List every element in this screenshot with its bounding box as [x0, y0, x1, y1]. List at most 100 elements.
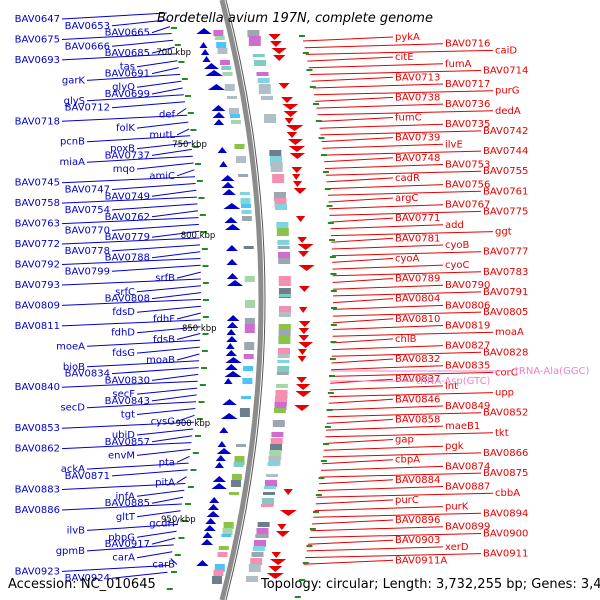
gene-label-bav0783[interactable]: BAV0783 [483, 267, 528, 278]
gene-label-tas[interactable]: tas [120, 62, 135, 73]
gene-label-bav0911a[interactable]: BAV0911A [395, 555, 447, 566]
gene-label-tkt[interactable]: tkt [495, 428, 509, 439]
gene-label-mutl[interactable]: mutL [149, 130, 175, 141]
gene-label-bav0883[interactable]: BAV0883 [15, 485, 60, 496]
gene-label-bav0849[interactable]: BAV0849 [445, 401, 490, 412]
gene-label-bav0834[interactable]: BAV0834 [65, 369, 110, 380]
gene-label-fdhd[interactable]: fdhD [111, 328, 135, 339]
gene-label-gcdh[interactable]: gcdH [149, 519, 175, 530]
gene-label-acka[interactable]: ackA [61, 464, 85, 475]
gene-label-glyq[interactable]: glyQ [112, 82, 135, 93]
gene-label-biob[interactable]: bioB [63, 362, 85, 373]
gene-label-pyka[interactable]: pykA [395, 32, 420, 43]
gene-label-chlb[interactable]: chlB [395, 334, 417, 345]
gene-label-maeb1[interactable]: maeB1 [445, 421, 480, 432]
gene-label-bav0653[interactable]: BAV0653 [65, 21, 110, 32]
gene-label-bav0691[interactable]: BAV0691 [105, 69, 150, 80]
gene-label-bav0788[interactable]: BAV0788 [105, 253, 150, 264]
gene-label-cbba[interactable]: cbbA [495, 488, 520, 499]
gene-label-bav0830[interactable]: BAV0830 [105, 375, 150, 386]
gene-label-ggt[interactable]: ggt [495, 227, 512, 238]
gene-label-bav0866[interactable]: BAV0866 [483, 448, 528, 459]
gene-label-bav0737[interactable]: BAV0737 [105, 150, 150, 161]
gene-label-bav0837[interactable]: BAV0837 [395, 374, 440, 385]
gene-label-bav0924[interactable]: BAV0924 [65, 573, 110, 584]
gene-label-bav0713[interactable]: BAV0713 [395, 72, 440, 83]
gene-label-bav0903[interactable]: BAV0903 [395, 535, 440, 546]
gene-label-pbpg[interactable]: pbpG [108, 532, 135, 543]
gene-label-corc[interactable]: corC [495, 367, 518, 378]
gene-label-bav0886[interactable]: BAV0886 [15, 505, 60, 516]
gene-label-bav0778[interactable]: BAV0778 [65, 246, 110, 257]
gene-label-bav0749[interactable]: BAV0749 [105, 191, 150, 202]
gene-label-bav0738[interactable]: BAV0738 [395, 92, 440, 103]
gene-label-cyob[interactable]: cyoB [445, 240, 470, 251]
gene-label-bav0718[interactable]: BAV0718 [15, 116, 60, 127]
gene-label-bav0835[interactable]: BAV0835 [445, 361, 490, 372]
gene-label-bav0762[interactable]: BAV0762 [105, 212, 150, 223]
gene-label-tgt[interactable]: tgt [121, 410, 135, 421]
gene-label-bav0647[interactable]: BAV0647 [15, 14, 60, 25]
gene-label-deda[interactable]: dedA [495, 106, 521, 117]
gene-label-bav0858[interactable]: BAV0858 [395, 414, 440, 425]
gene-label-def[interactable]: def [159, 110, 176, 121]
gene-label-envm[interactable]: envM [108, 450, 135, 461]
gene-label-add[interactable]: add [445, 220, 464, 231]
gene-label-bav0735[interactable]: BAV0735 [445, 119, 490, 130]
gene-label-bav0804[interactable]: BAV0804 [395, 294, 440, 305]
gene-label-srfb[interactable]: srfB [155, 273, 175, 284]
gene-label-gpmb[interactable]: gpmB [56, 546, 85, 557]
gene-label-ilve[interactable]: ilvE [445, 139, 463, 150]
gene-label-bav0775[interactable]: BAV0775 [483, 206, 528, 217]
gene-label-bav0779[interactable]: BAV0779 [105, 232, 150, 243]
gene-label-bav0811[interactable]: BAV0811 [15, 321, 60, 332]
gene-label-argc[interactable]: argC [395, 193, 418, 204]
gene-label-bav0767[interactable]: BAV0767 [445, 200, 490, 211]
gene-label-bav0857[interactable]: BAV0857 [105, 437, 150, 448]
gene-label-bav0792[interactable]: BAV0792 [15, 260, 60, 271]
gene-label-bav0665[interactable]: BAV0665 [105, 28, 150, 39]
gene-label-ilvb[interactable]: ilvB [67, 525, 85, 536]
gene-label-bav0896[interactable]: BAV0896 [395, 515, 440, 526]
gene-label-bav0828[interactable]: BAV0828 [483, 347, 528, 358]
gene-label-bav0685[interactable]: BAV0685 [105, 48, 150, 59]
gene-label-pgk[interactable]: pgk [445, 441, 464, 452]
gene-label-bav0911[interactable]: BAV0911 [483, 549, 528, 560]
gene-label-bav0756[interactable]: BAV0756 [445, 180, 490, 191]
gene-label-fumc[interactable]: fumC [395, 113, 422, 124]
gene-label-bav0917[interactable]: BAV0917 [105, 539, 150, 550]
gene-label-cara[interactable]: carA [112, 553, 135, 564]
gene-label-cyoa[interactable]: cyoA [395, 253, 420, 264]
gene-label-gap[interactable]: gap [395, 435, 414, 446]
gene-label-bav0887[interactable]: BAV0887 [445, 482, 490, 493]
gene-label-infa[interactable]: infA [116, 491, 136, 502]
gene-label-bav0862[interactable]: BAV0862 [15, 444, 60, 455]
gene-label-mqo[interactable]: mqo [113, 164, 135, 175]
gene-label-bav0712[interactable]: BAV0712 [65, 103, 110, 114]
gene-label-bav0747[interactable]: BAV0747 [65, 185, 110, 196]
gene-label-gltt[interactable]: gltT [116, 512, 136, 523]
gene-label-purc[interactable]: purC [395, 495, 419, 506]
gene-label-bav0799[interactable]: BAV0799 [65, 266, 110, 277]
gene-label-xerd[interactable]: xerD [445, 542, 469, 553]
gene-label-glys[interactable]: glyS [64, 96, 85, 107]
gene-label-bav0875[interactable]: BAV0875 [483, 468, 528, 479]
gene-label-pcnb[interactable]: pcnB [60, 137, 85, 148]
gene-label-srfc[interactable]: srfC [115, 287, 135, 298]
gene-label-carb[interactable]: carB [152, 560, 175, 571]
gene-label-bav0771[interactable]: BAV0771 [395, 213, 440, 224]
gene-label-moea[interactable]: moeA [56, 341, 85, 352]
gene-label-bav0754[interactable]: BAV0754 [65, 205, 110, 216]
gene-label-bav0739[interactable]: BAV0739 [395, 133, 440, 144]
gene-label-cite[interactable]: citE [395, 52, 414, 63]
gene-label-pita[interactable]: pitA [155, 478, 175, 489]
gene-label-bav0874[interactable]: BAV0874 [445, 461, 490, 472]
gene-label-bav0793[interactable]: BAV0793 [15, 280, 60, 291]
gene-label-bav0699[interactable]: BAV0699 [105, 89, 150, 100]
gene-label-cbpa[interactable]: cbpA [395, 455, 420, 466]
gene-label-secf[interactable]: secF [112, 389, 135, 400]
gene-label-bav0748[interactable]: BAV0748 [395, 153, 440, 164]
gene-label-bav0853[interactable]: BAV0853 [15, 423, 60, 434]
gene-label-pta[interactable]: pta [159, 457, 175, 468]
gene-label-bav0810[interactable]: BAV0810 [395, 314, 440, 325]
